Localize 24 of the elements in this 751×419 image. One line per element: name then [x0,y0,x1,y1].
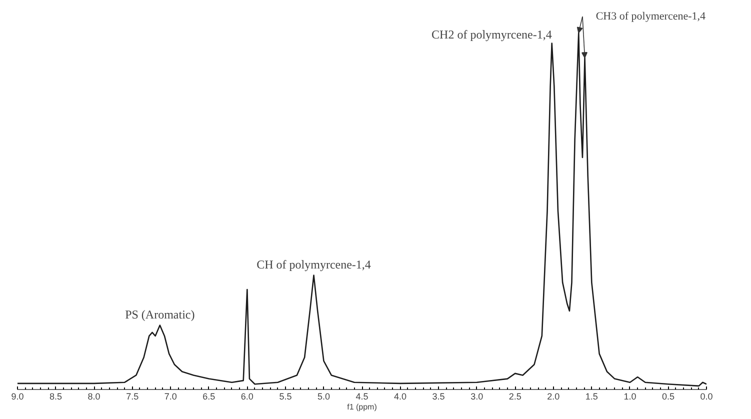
x-tick-label: 6.0 [240,392,254,402]
x-axis-title: f1 (ppm) [347,402,378,412]
x-tick-label: 0.5 [662,392,674,402]
annotation: CH of polymyrcene-1,4 [256,257,371,272]
x-tick-label: 2.5 [508,392,522,402]
x-tick-label: 2.0 [547,392,560,402]
x-tick-label: 7.0 [164,392,177,402]
x-tick-label: 4.5 [356,392,368,402]
x-tick-label: 4.0 [394,392,407,402]
x-tick-label: 8.5 [50,392,62,402]
x-tick-label: 3.5 [432,392,445,402]
x-tick-label: 5.0 [317,392,330,402]
x-tick-label: 6.5 [202,392,216,402]
x-tick-label: 7.5 [126,392,139,402]
x-tick-label: 0.0 [700,392,713,402]
x-tick-label: 9.0 [11,392,24,402]
x-tick-label: 1.0 [624,392,636,402]
annotation: CH2 of polymyrcene-1,4 [432,27,552,42]
annotation: CH3 of polymercene-1,4 [596,10,706,23]
x-tick-label: 5.5 [279,392,292,402]
x-tick-label: 8.0 [88,392,100,402]
annotation: PS (Aromatic) [125,307,195,322]
x-tick-label: 3.0 [470,392,484,402]
x-tick-label: 1.5 [585,392,598,402]
